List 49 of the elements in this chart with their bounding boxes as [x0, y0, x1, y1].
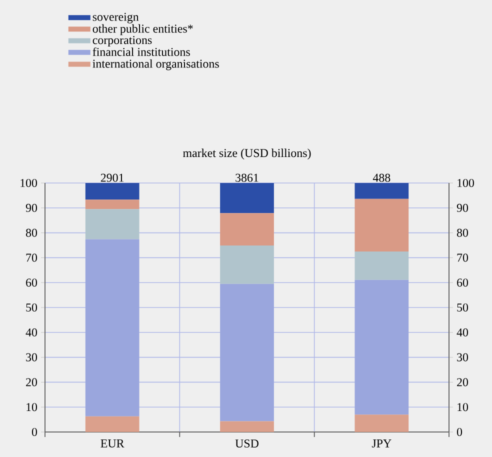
- y2-tick-label: 40: [456, 328, 468, 336]
- legend-label: sovereign: [92, 12, 139, 24]
- bar: [354, 280, 409, 415]
- bar: [220, 421, 274, 432]
- bar: [220, 284, 274, 422]
- y2-tick-label: 0: [456, 428, 462, 436]
- bar: [85, 200, 140, 210]
- y2-tick-label: 50: [457, 303, 468, 312]
- bar: [220, 182, 274, 214]
- x-tick-label: JPY: [372, 440, 392, 448]
- legend-label: international organisations: [92, 59, 219, 70]
- y2-tick-label: 60: [457, 278, 468, 287]
- y-tick-label: 50: [26, 303, 38, 312]
- y-tick-label: 10: [26, 403, 38, 412]
- legend-label: financial institutions: [92, 47, 190, 56]
- text: 2901: [100, 174, 124, 182]
- bar: [354, 198, 409, 252]
- y2-tick-label: 70: [457, 254, 468, 262]
- y-tick-label: 100: [20, 178, 38, 188]
- text: 3861: [236, 174, 258, 182]
- legend-label: corporations: [92, 36, 152, 47]
- y2-tick-label: 100: [458, 178, 474, 188]
- bar: [85, 182, 140, 200]
- x-tick-label: USD: [235, 440, 258, 448]
- y-tick-label: 30: [26, 353, 38, 362]
- y-tick-label: 70: [26, 254, 38, 262]
- y-tick-label: 90: [26, 204, 38, 212]
- y2-tick-label: 80: [456, 228, 468, 237]
- y-tick-label: 0: [32, 428, 38, 436]
- bar: [354, 414, 409, 432]
- y-tick-label: 40: [26, 328, 38, 336]
- y-tick-label: 80: [26, 228, 38, 237]
- bar: [85, 209, 140, 240]
- y-tick-label: 20: [26, 378, 38, 386]
- y2-tick-label: 90: [456, 204, 468, 212]
- bar: [85, 416, 140, 432]
- text: 488: [372, 174, 390, 182]
- y2-tick-label: 20: [457, 378, 468, 386]
- bar: [220, 213, 274, 246]
- y2-tick-label: 10: [458, 403, 468, 412]
- y2-tick-label: 30: [457, 353, 468, 362]
- bar: [85, 239, 140, 416]
- bar: [354, 182, 409, 199]
- bar: [220, 245, 274, 284]
- legend-label: other public entities*: [92, 24, 193, 36]
- y-tick-label: 60: [26, 278, 38, 287]
- chart-title: market size (USD billions): [183, 148, 311, 160]
- x-tick-label: EUR: [100, 440, 124, 448]
- bar: [354, 251, 409, 280]
